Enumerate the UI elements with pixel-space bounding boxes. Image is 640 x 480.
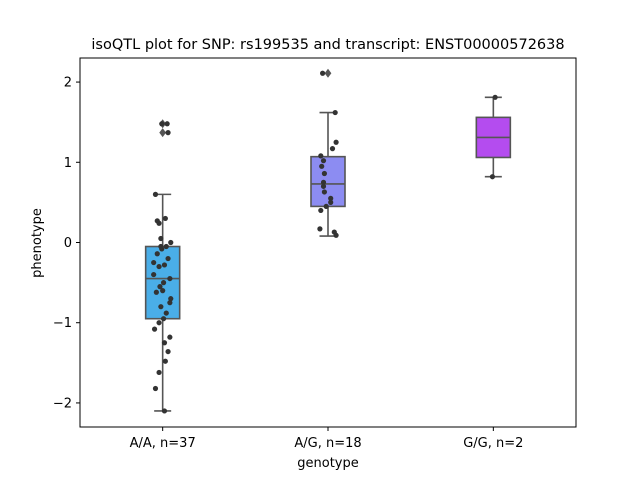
- data-point: [164, 121, 170, 127]
- x-tick-label: A/G, n=18: [294, 436, 361, 451]
- data-point: [320, 70, 326, 76]
- data-point: [162, 358, 168, 364]
- data-point: [318, 207, 324, 214]
- data-point: [160, 316, 167, 322]
- data-point: [168, 296, 174, 302]
- y-tick-label: −1: [53, 316, 72, 331]
- data-point: [154, 251, 160, 257]
- data-point: [328, 199, 334, 205]
- data-point: [156, 220, 162, 226]
- data-point: [151, 271, 157, 278]
- data-point: [158, 304, 164, 310]
- box: [310, 155, 346, 208]
- data-point: [320, 179, 327, 185]
- data-point: [160, 280, 167, 286]
- data-point: [165, 255, 171, 262]
- x-axis-label: genotype: [297, 456, 358, 471]
- data-point: [158, 235, 164, 242]
- y-tick-label: 0: [64, 236, 72, 251]
- data-point: [153, 289, 159, 295]
- data-point: [319, 163, 325, 169]
- data-point: [333, 232, 339, 238]
- y-axis: −2 −1 0 1 2: [53, 76, 80, 411]
- y-tick-label: 2: [64, 76, 72, 91]
- data-point: [320, 183, 327, 189]
- x-tick-label: G/G, n=2: [463, 436, 523, 451]
- data-point: [167, 275, 173, 282]
- data-point: [161, 262, 168, 268]
- data-point: [151, 259, 157, 266]
- data-point: [318, 153, 324, 159]
- data-point: [162, 215, 168, 222]
- plot-area: [144, 68, 512, 414]
- data-point: [317, 226, 323, 232]
- box-group: [144, 119, 181, 414]
- data-point: [321, 189, 327, 195]
- data-point: [156, 263, 162, 270]
- data-point: [159, 121, 165, 127]
- y-axis-label: phenotype: [30, 208, 45, 278]
- data-point: [167, 334, 173, 340]
- data-point: [167, 300, 173, 306]
- data-point: [489, 174, 496, 180]
- outlier-marker: [324, 68, 332, 78]
- data-point: [152, 385, 159, 392]
- data-point: [332, 109, 338, 116]
- data-point: [328, 195, 334, 201]
- y-tick-label: −2: [53, 396, 72, 411]
- box-group: [310, 68, 346, 238]
- chart-title: isoQTL plot for SNP: rs199535 and transc…: [91, 37, 564, 53]
- data-point: [168, 239, 174, 246]
- data-point: [321, 170, 327, 177]
- data-point: [163, 243, 169, 250]
- data-point: [152, 191, 159, 197]
- data-point: [157, 284, 163, 290]
- y-tick-label: 1: [64, 156, 72, 171]
- data-point: [492, 94, 498, 100]
- data-point: [161, 340, 168, 346]
- x-tick-label: A/A, n=37: [130, 436, 196, 451]
- box-group: [475, 94, 512, 180]
- data-point: [320, 158, 327, 164]
- data-point: [165, 348, 171, 355]
- data-point: [151, 326, 158, 332]
- outlier-marker: [159, 128, 167, 138]
- data-point: [158, 243, 164, 250]
- data-point: [156, 320, 162, 326]
- data-point: [165, 130, 171, 136]
- data-point: [160, 288, 166, 294]
- data-point: [163, 310, 169, 316]
- data-point: [161, 408, 168, 414]
- data-point: [323, 203, 329, 210]
- data-point: [329, 146, 336, 152]
- data-point: [156, 369, 162, 376]
- data-point: [333, 139, 339, 145]
- x-axis: A/A, n=37 A/G, n=18 G/G, n=2: [130, 427, 523, 451]
